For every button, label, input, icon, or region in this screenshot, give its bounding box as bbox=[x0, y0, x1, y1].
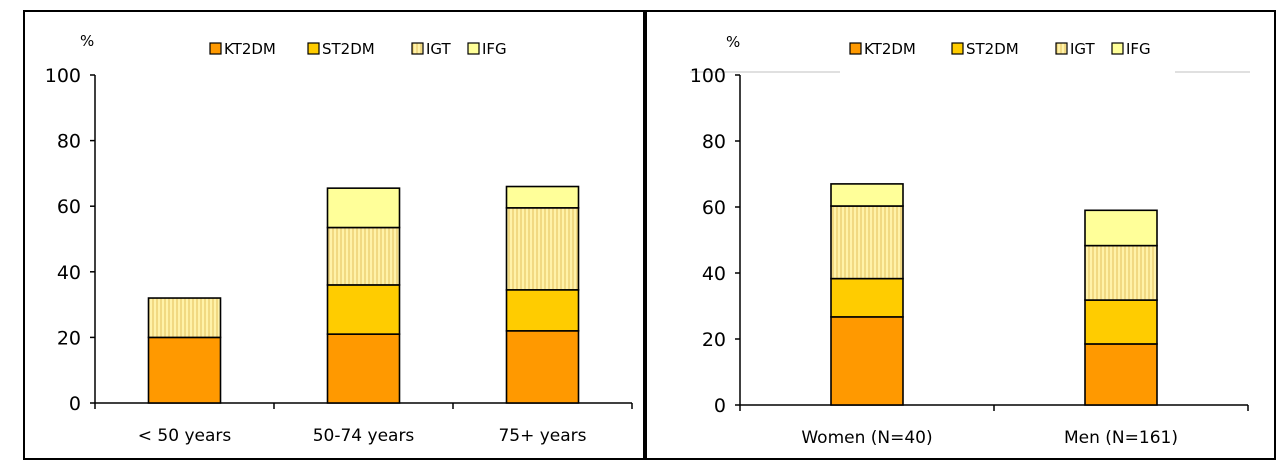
legend-swatch-ifg bbox=[1111, 42, 1124, 55]
legend-label-ifg: IFG bbox=[482, 40, 507, 58]
y-unit-label: % bbox=[726, 33, 740, 51]
y-tick-label: 20 bbox=[702, 329, 726, 351]
y-tick-label: 0 bbox=[714, 395, 726, 417]
bar-segment-ifg bbox=[830, 183, 904, 207]
bar-segment-ifg bbox=[505, 185, 580, 209]
legend-label-st2dm: ST2DM bbox=[966, 40, 1019, 58]
y-tick-label: 40 bbox=[702, 263, 726, 285]
x-category-label: < 50 years bbox=[138, 426, 232, 446]
bar-segment-kt2dm bbox=[147, 336, 222, 404]
y-tick-label: 80 bbox=[702, 131, 726, 153]
legend-label-igt: IGT bbox=[1070, 40, 1096, 58]
legend-swatch-st2dm bbox=[307, 42, 320, 55]
bar-segment-st2dm bbox=[505, 289, 580, 332]
legend-label-igt: IGT bbox=[426, 40, 452, 58]
y-tick-label: 20 bbox=[57, 327, 81, 349]
x-category-label: 50-74 years bbox=[313, 426, 415, 446]
legend-swatch-kt2dm bbox=[849, 42, 862, 55]
legend-label-kt2dm: KT2DM bbox=[224, 40, 276, 58]
y-tick-label: 60 bbox=[57, 196, 81, 218]
y-tick-label: 80 bbox=[57, 131, 81, 153]
bar-segment-igt bbox=[505, 207, 580, 291]
y-tick-label: 40 bbox=[57, 262, 81, 284]
bar-segment-st2dm bbox=[830, 277, 904, 318]
legend-label-st2dm: ST2DM bbox=[322, 40, 375, 58]
y-tick-label: 60 bbox=[702, 197, 726, 219]
bar-segment-kt2dm bbox=[830, 316, 904, 406]
bar-segment-st2dm bbox=[1084, 299, 1158, 345]
legend-swatch-kt2dm bbox=[209, 42, 222, 55]
bar-segment-igt bbox=[1084, 244, 1158, 301]
chart-1: % KT2DM ST2DM IGT IFG 0 20 40 60 80 100 Women (N=40… bbox=[690, 33, 1250, 448]
chart-0: % KT2DM ST2DM IGT IFG 0 20 40 60 80 100 < 50 years 5… bbox=[45, 32, 633, 446]
legend-swatch-ifg bbox=[467, 42, 480, 55]
bar-segment-ifg bbox=[1084, 209, 1158, 247]
bar-segment-igt bbox=[326, 226, 401, 286]
legend-swatch-igt bbox=[411, 42, 424, 55]
legend-swatch-igt bbox=[1055, 42, 1068, 55]
bar-segment-kt2dm bbox=[326, 333, 401, 404]
bar-segment-st2dm bbox=[326, 284, 401, 335]
bar-segment-kt2dm bbox=[505, 330, 580, 404]
bar-segment-kt2dm bbox=[1084, 343, 1158, 406]
legend-label-ifg: IFG bbox=[1126, 40, 1151, 58]
y-unit-label: % bbox=[80, 32, 94, 50]
y-tick-label: 0 bbox=[69, 393, 81, 415]
chart-panel-sex bbox=[645, 10, 1276, 460]
bar-segment-igt bbox=[830, 205, 904, 280]
bar-segment-ifg bbox=[326, 187, 401, 229]
legend-label-kt2dm: KT2DM bbox=[864, 40, 916, 58]
y-tick-label: 100 bbox=[45, 65, 81, 87]
bar-segment-igt bbox=[147, 297, 222, 339]
legend-swatch-st2dm bbox=[951, 42, 964, 55]
x-category-label: 75+ years bbox=[498, 426, 586, 446]
y-tick-label: 100 bbox=[690, 65, 726, 87]
x-category-label: Women (N=40) bbox=[801, 428, 932, 448]
x-category-label: Men (N=161) bbox=[1064, 428, 1178, 448]
